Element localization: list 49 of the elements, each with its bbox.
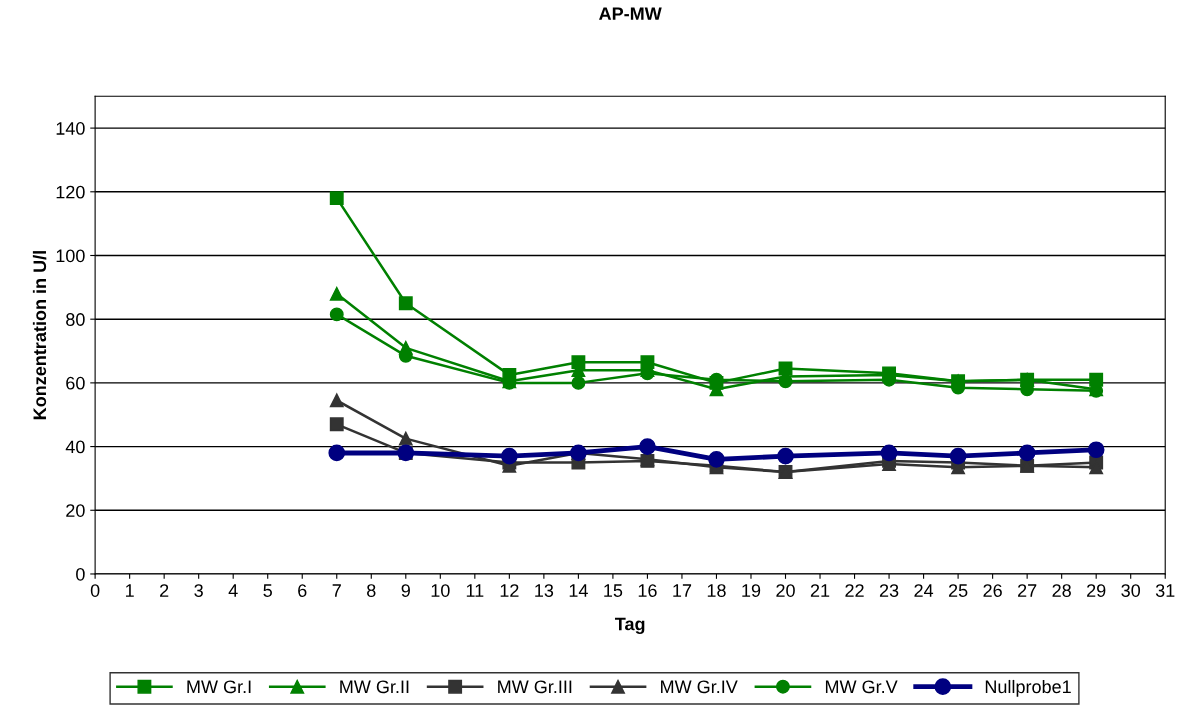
- y-tick-label: 80: [66, 313, 85, 326]
- y-tick-label: 20: [66, 504, 85, 517]
- x-tick-label: 19: [742, 584, 761, 597]
- x-tick-label: 7: [332, 584, 341, 597]
- x-tick-label: 21: [810, 584, 830, 597]
- x-tick-label: 3: [194, 584, 203, 597]
- y-tick-label: 100: [56, 249, 85, 263]
- legend-label: MW Gr.V: [825, 680, 898, 694]
- y-tick-label: 140: [56, 122, 85, 135]
- x-tick-label: 24: [914, 584, 934, 597]
- x-tick-label: 26: [983, 584, 1002, 597]
- x-tick-label: 23: [879, 584, 899, 597]
- y-tick-label: 60: [66, 376, 85, 390]
- x-tick-label: 11: [466, 584, 484, 597]
- x-tick-label: 0: [90, 584, 100, 597]
- x-tick-label: 25: [948, 584, 968, 597]
- x-tick-label: 6: [298, 584, 307, 597]
- y-axis-title: Konzentration in U/l: [32, 251, 47, 420]
- y-tick-label: 0: [76, 567, 85, 581]
- x-tick-label: 13: [535, 584, 554, 597]
- x-tick-label: 29: [1087, 584, 1106, 597]
- x-axis-title: Tag: [614, 617, 645, 635]
- x-tick-label: 8: [367, 584, 376, 597]
- legend-label: MW Gr.IV: [661, 680, 738, 694]
- legend-label: MW Gr.III: [498, 680, 572, 694]
- legend-label: Nullprobe1: [985, 679, 1071, 697]
- x-tick-label: 12: [500, 584, 519, 597]
- x-tick-label: 22: [845, 584, 864, 597]
- x-tick-label: 15: [604, 584, 623, 597]
- x-tick-label: 14: [569, 584, 588, 597]
- x-tick-label: 4: [228, 584, 238, 597]
- x-tick-label: 28: [1052, 584, 1071, 597]
- x-tick-label: 5: [263, 584, 272, 597]
- x-tick-label: 10: [431, 584, 450, 597]
- x-tick-label: 18: [707, 584, 726, 597]
- x-tick-label: 20: [776, 584, 795, 597]
- x-tick-label: 17: [673, 584, 692, 597]
- chart-title: AP-MW: [599, 7, 662, 20]
- legend-label: MW Gr.II: [340, 680, 409, 694]
- x-tick-label: 27: [1018, 584, 1037, 597]
- y-tick-label: 120: [56, 185, 85, 199]
- y-tick-label: 40: [65, 440, 85, 454]
- x-tick-label: 16: [638, 584, 657, 597]
- legend-label: MW Gr.I: [187, 680, 251, 694]
- x-tick-label: 30: [1121, 584, 1141, 597]
- x-tick-label: 31: [1155, 584, 1175, 597]
- x-tick-label: 1: [126, 584, 134, 597]
- x-tick-label: 9: [401, 584, 410, 597]
- x-tick-label: 2: [160, 584, 169, 597]
